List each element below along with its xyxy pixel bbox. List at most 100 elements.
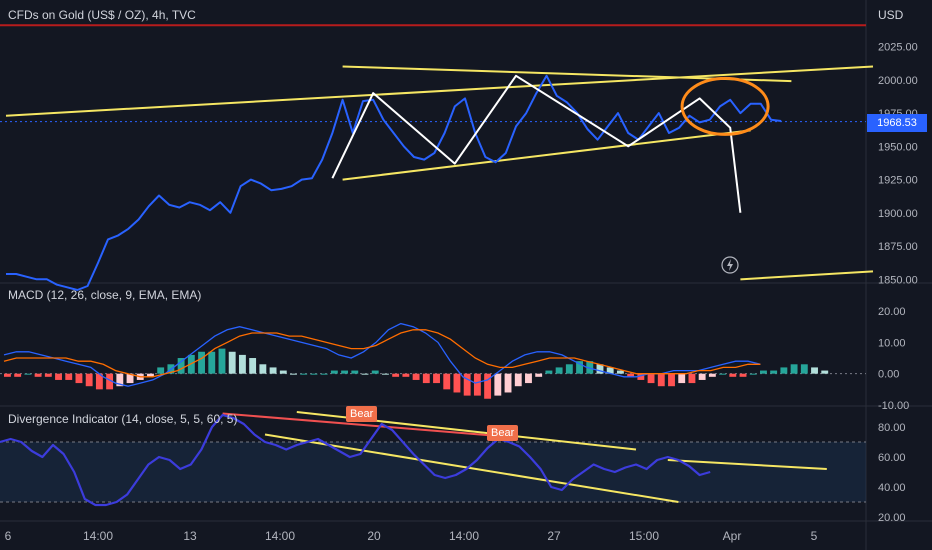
macd-histogram-bar xyxy=(463,373,471,396)
macd-histogram-bar xyxy=(290,373,297,375)
macd-histogram-bar xyxy=(484,373,492,399)
macd-histogram-bar xyxy=(177,358,185,374)
macd-histogram-bar xyxy=(760,370,767,374)
macd-histogram-bar xyxy=(494,373,502,396)
macd-histogram-bar xyxy=(453,373,461,393)
signal-line xyxy=(3,329,761,378)
macd-histogram-bar xyxy=(157,367,165,374)
macd-histogram-bar xyxy=(402,373,410,377)
main-chart-title: CFDs on Gold (US$ / OZ), 4h, TVC xyxy=(8,8,196,22)
macd-histogram-bar xyxy=(627,373,635,377)
macd-histogram-bar xyxy=(719,373,727,375)
macd-histogram-bar xyxy=(616,370,624,374)
bear-divergence-line xyxy=(222,412,499,437)
macd-histogram-bar xyxy=(351,370,359,374)
price-tick-label: 1950.00 xyxy=(878,141,918,153)
macd-histogram-bar xyxy=(647,373,655,384)
time-tick-label: 14:00 xyxy=(265,529,295,543)
lightning-icon xyxy=(721,256,739,274)
price-tick-label: 1900.00 xyxy=(878,208,918,220)
macd-histogram-bar xyxy=(4,373,11,377)
macd-histogram-bar xyxy=(198,351,205,374)
trendline xyxy=(740,270,874,281)
macd-histogram-bar xyxy=(218,348,226,374)
macd-tick-label: 10.00 xyxy=(878,337,906,349)
macd-histogram-bar xyxy=(596,364,604,374)
macd-histogram-bar xyxy=(259,364,267,374)
macd-histogram-bar xyxy=(371,370,379,374)
macd-histogram-bar xyxy=(606,367,614,374)
divergence-title: Divergence Indicator (14, close, 5, 5, 6… xyxy=(8,412,238,426)
macd-histogram-bar xyxy=(412,373,420,380)
time-tick-label: Apr xyxy=(723,529,742,543)
macd-histogram-bar xyxy=(535,373,543,377)
macd-histogram-bar xyxy=(34,373,42,377)
macd-histogram-bar xyxy=(576,361,583,374)
divergence-tick-label: 20.00 xyxy=(878,512,906,524)
time-tick-label: 6 xyxy=(5,529,12,543)
macd-histogram-bar xyxy=(330,370,338,374)
macd-histogram-bar xyxy=(811,367,818,374)
macd-histogram-bar xyxy=(24,373,32,375)
macd-histogram-bar xyxy=(341,370,349,374)
price-line xyxy=(6,74,782,291)
macd-histogram-bar xyxy=(821,370,829,374)
divergence-tick-label: 60.00 xyxy=(878,452,906,464)
time-tick-label: 13 xyxy=(183,529,197,543)
bear-label-1: Bear xyxy=(346,406,378,422)
macd-histogram-bar xyxy=(382,373,389,375)
time-tick-label: 5 xyxy=(811,529,818,543)
macd-histogram-bar xyxy=(422,373,430,384)
macd-histogram-bar xyxy=(44,373,52,377)
macd-histogram-bar xyxy=(55,373,62,380)
macd-histogram-bar xyxy=(228,351,236,374)
macd-histogram-bar xyxy=(147,373,154,377)
macd-histogram-bar xyxy=(238,354,246,374)
macd-histogram-bar xyxy=(126,373,134,384)
macd-histogram-bar xyxy=(698,373,706,380)
price-tick-label: 1875.00 xyxy=(878,241,918,253)
divergence-trendline xyxy=(264,433,679,503)
macd-histogram-bar xyxy=(14,373,22,377)
macd-histogram-bar xyxy=(361,373,369,375)
macd-histogram-bar xyxy=(300,373,308,375)
pattern-zigzag xyxy=(331,74,742,213)
macd-tick-label: 0.00 xyxy=(878,369,899,381)
trendline xyxy=(342,129,751,181)
macd-histogram-bar xyxy=(443,373,451,390)
macd-histogram-bar xyxy=(729,373,737,377)
macd-histogram-bar xyxy=(678,373,686,384)
macd-histogram-bar xyxy=(310,373,318,375)
macd-histogram-bar xyxy=(249,358,257,374)
macd-histogram-bar xyxy=(780,367,788,374)
macd-histogram-bar xyxy=(565,364,573,374)
price-tick-label: 1850.00 xyxy=(878,274,918,286)
macd-histogram-bar xyxy=(708,373,716,377)
price-tick-label: 2025.00 xyxy=(878,42,918,54)
time-tick-label: 15:00 xyxy=(629,529,659,543)
macd-histogram-bar xyxy=(75,373,83,384)
macd-histogram-bar xyxy=(279,370,287,374)
macd-histogram-bar xyxy=(525,373,532,384)
currency-label: USD xyxy=(878,8,904,22)
macd-line xyxy=(3,322,761,387)
macd-histogram-bar xyxy=(433,373,440,384)
divergence-trendline xyxy=(667,459,827,470)
lightning-icon-ring xyxy=(721,256,739,274)
macd-histogram-bar xyxy=(473,373,481,396)
time-tick-label: 27 xyxy=(547,529,561,543)
macd-histogram-bar xyxy=(555,367,563,374)
macd-histogram-bar xyxy=(657,373,665,387)
macd-histogram-bar xyxy=(770,370,778,374)
price-tick-label: 2000.00 xyxy=(878,75,918,87)
macd-histogram-bar xyxy=(668,373,675,387)
macd-histogram-bar xyxy=(545,370,553,374)
divergence-line xyxy=(0,413,711,507)
macd-histogram-bar xyxy=(514,373,522,387)
trendline xyxy=(5,65,874,117)
macd-histogram-bar xyxy=(95,373,103,390)
macd-histogram-bar xyxy=(637,373,645,380)
macd-histogram-bar xyxy=(392,373,400,377)
lightning-icon-bolt xyxy=(727,259,733,271)
